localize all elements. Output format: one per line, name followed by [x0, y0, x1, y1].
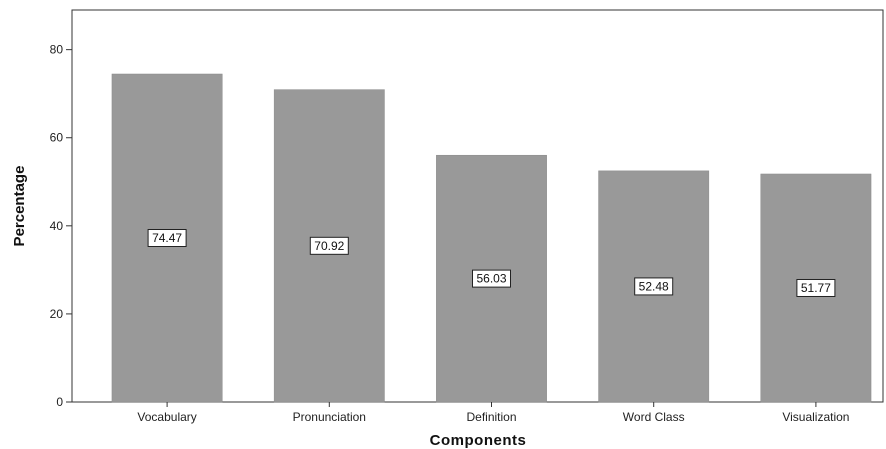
x-axis-title: Components: [430, 432, 527, 449]
bars-group: 74.47 70.92 56.03 52.48 51.77: [111, 73, 872, 403]
data-label: 74.47: [152, 231, 182, 245]
y-tick-label: 40: [50, 219, 64, 233]
y-axis-title: Percentage: [11, 166, 28, 247]
data-label: 52.48: [639, 279, 669, 293]
x-tick-label: Word Class: [623, 410, 685, 424]
data-label-box: [472, 269, 511, 288]
x-tick-label: Definition: [466, 410, 516, 424]
y-tick-label: 60: [50, 131, 64, 145]
data-label: 70.92: [314, 239, 344, 253]
y-axis: 0 20 40 60 80: [50, 43, 72, 409]
x-tick-label: Vocabulary: [137, 410, 196, 424]
x-tick-label: Pronunciation: [293, 410, 366, 424]
data-label-box: [309, 236, 349, 255]
y-tick-label: 80: [50, 43, 64, 57]
y-tick-label: 0: [56, 395, 63, 409]
x-tick-label: Visualization: [782, 410, 849, 424]
data-label-box: [634, 277, 674, 296]
y-tick-label: 20: [50, 307, 64, 321]
data-label-box: [796, 278, 836, 297]
data-label: 56.03: [476, 272, 506, 286]
data-label-box: [147, 228, 187, 247]
data-label: 51.77: [801, 281, 831, 295]
x-axis: Vocabulary Pronunciation Definition Word Cl…: [137, 402, 849, 424]
